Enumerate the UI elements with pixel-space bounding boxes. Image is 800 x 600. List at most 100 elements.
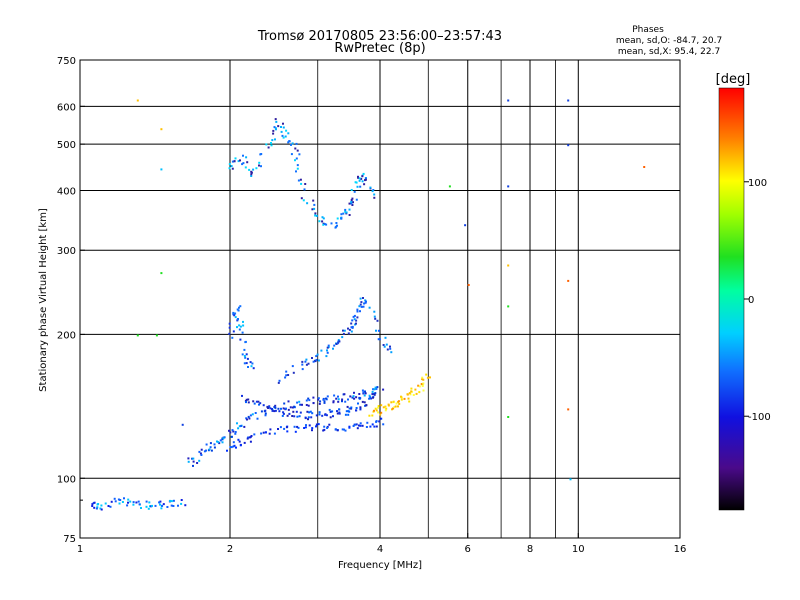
data-point [228, 429, 230, 432]
data-point [356, 185, 359, 188]
data-point [389, 347, 392, 350]
y-axis-ticks: 75 100 200 300 400 500 600 750 [57, 56, 85, 545]
data-point [259, 402, 262, 405]
data-point [364, 390, 366, 393]
data-point [345, 410, 348, 413]
data-point [382, 344, 385, 346]
data-point [170, 504, 173, 507]
data-point [316, 353, 319, 356]
data-point [295, 170, 297, 173]
data-point [258, 403, 260, 406]
data-point [284, 376, 287, 379]
data-point [233, 314, 236, 317]
data-point [251, 362, 254, 365]
data-point [376, 319, 379, 322]
data-point [355, 396, 358, 399]
data-point [332, 415, 334, 418]
data-point [336, 224, 338, 227]
data-point [307, 418, 309, 421]
data-point [298, 400, 301, 403]
data-point [326, 395, 329, 398]
data-point [347, 413, 350, 416]
data-point [287, 141, 290, 144]
data-point [311, 412, 314, 415]
data-point [312, 360, 315, 363]
data-point [264, 431, 267, 434]
data-point [373, 388, 376, 391]
data-point [341, 398, 344, 401]
data-point [282, 407, 285, 410]
data-point [307, 404, 310, 407]
data-point [319, 400, 322, 403]
chart-subtitle: RwPretec (8p) [334, 41, 425, 56]
data-point [213, 443, 216, 446]
data-point [291, 406, 294, 409]
data-point [272, 132, 275, 135]
data-point [305, 399, 308, 402]
data-point [253, 402, 256, 405]
data-point [317, 397, 320, 400]
data-point [373, 315, 376, 318]
data-point [229, 431, 232, 434]
data-point [192, 460, 195, 463]
data-point [422, 389, 425, 392]
data-point [369, 396, 372, 399]
data-point [271, 409, 274, 412]
data-point [325, 355, 328, 358]
data-point [275, 128, 277, 131]
data-point [350, 322, 353, 325]
data-point [234, 157, 237, 160]
data-point [355, 319, 358, 322]
data-point [422, 378, 425, 381]
data-point [374, 407, 377, 410]
data-point [352, 315, 355, 318]
data-point [274, 404, 277, 407]
stats-line-x: mean, sd,X: 95.4, 22.7 [618, 47, 720, 57]
data-point [243, 355, 246, 357]
data-point [338, 411, 341, 414]
data-point [119, 499, 122, 501]
data-point [296, 167, 299, 170]
data-point [273, 126, 276, 129]
data-point [352, 201, 354, 204]
data-point [245, 156, 248, 159]
data-point [305, 358, 308, 361]
data-point [355, 322, 357, 325]
data-point [362, 305, 365, 308]
scatter-points [91, 99, 646, 511]
data-point [315, 423, 318, 426]
data-point [296, 164, 299, 167]
data-point [245, 398, 248, 401]
data-point [154, 504, 157, 507]
data-point [318, 413, 321, 416]
data-point [326, 427, 329, 429]
data-point [238, 328, 241, 331]
data-point [235, 446, 237, 449]
data-point [353, 391, 355, 394]
data-point [192, 464, 194, 467]
data-point [373, 425, 376, 428]
data-point [306, 202, 309, 205]
stats-heading: Phases [632, 25, 664, 35]
data-point [385, 343, 388, 346]
data-point [255, 167, 258, 170]
data-point [308, 411, 311, 414]
data-point [294, 147, 297, 150]
data-point [412, 394, 415, 396]
data-point [364, 301, 367, 304]
data-point [348, 214, 351, 216]
data-point [309, 410, 312, 413]
data-point [392, 407, 395, 410]
data-point [330, 222, 333, 225]
data-point [231, 160, 234, 163]
data-point [326, 351, 329, 354]
data-point [361, 175, 364, 178]
data-point [384, 409, 387, 412]
data-point [357, 175, 359, 178]
data-point [336, 217, 339, 220]
data-point [109, 505, 112, 508]
data-point [296, 401, 299, 404]
data-point [137, 500, 140, 503]
data-point [307, 397, 310, 400]
data-point [365, 404, 368, 407]
